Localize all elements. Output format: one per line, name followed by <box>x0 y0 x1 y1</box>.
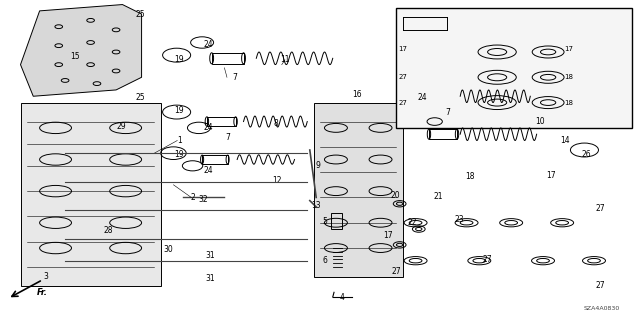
Bar <box>314 103 403 277</box>
Text: 32: 32 <box>198 195 207 204</box>
Text: 23: 23 <box>454 215 464 224</box>
Text: 24: 24 <box>204 123 213 132</box>
Text: 8: 8 <box>273 119 278 128</box>
Text: 7: 7 <box>445 108 450 116</box>
Text: 24: 24 <box>204 166 213 175</box>
Text: 13: 13 <box>311 201 321 210</box>
Text: 27: 27 <box>399 100 407 106</box>
Text: 21: 21 <box>433 192 443 201</box>
Text: SZA4A0830: SZA4A0830 <box>583 306 620 311</box>
Text: 18: 18 <box>564 74 573 80</box>
Text: 19: 19 <box>173 106 183 115</box>
Text: 4: 4 <box>340 293 345 301</box>
Text: 15: 15 <box>70 52 79 61</box>
Text: 12: 12 <box>272 175 282 185</box>
Bar <box>207 117 236 126</box>
Text: 2: 2 <box>190 193 195 202</box>
Text: 27: 27 <box>392 267 401 276</box>
Text: 1: 1 <box>177 136 182 145</box>
Bar <box>396 8 632 128</box>
Text: 5: 5 <box>323 217 328 226</box>
Bar <box>332 213 342 229</box>
Text: 19: 19 <box>173 150 183 159</box>
Text: 17: 17 <box>564 46 573 52</box>
Bar <box>430 91 459 101</box>
Polygon shape <box>20 4 141 96</box>
Text: 17: 17 <box>383 231 393 240</box>
Text: 20: 20 <box>390 191 400 200</box>
Text: 27: 27 <box>596 204 605 213</box>
Text: 24: 24 <box>204 40 213 48</box>
Bar <box>531 113 562 124</box>
Bar <box>20 103 161 286</box>
Text: 31: 31 <box>205 274 215 283</box>
Text: 25: 25 <box>136 93 145 102</box>
Text: 26: 26 <box>582 150 591 159</box>
Bar <box>202 155 228 164</box>
Text: 27: 27 <box>399 74 407 80</box>
Text: 27: 27 <box>482 255 492 263</box>
Text: 27: 27 <box>596 281 605 291</box>
Text: 17: 17 <box>546 171 556 180</box>
Text: 24: 24 <box>417 93 427 102</box>
Text: 3: 3 <box>44 272 49 281</box>
Text: 29: 29 <box>116 122 126 131</box>
Bar <box>429 129 457 139</box>
Text: 31: 31 <box>205 251 215 260</box>
Bar <box>212 53 244 64</box>
Text: 18: 18 <box>465 172 474 182</box>
Text: 18: 18 <box>564 100 573 106</box>
Text: 19: 19 <box>173 56 183 64</box>
Text: 30: 30 <box>163 245 173 254</box>
Text: 7: 7 <box>232 73 237 82</box>
Text: 22: 22 <box>408 218 417 227</box>
Text: 7: 7 <box>225 133 230 142</box>
Text: 25: 25 <box>136 10 145 19</box>
Text: 17: 17 <box>398 46 407 52</box>
Text: 16: 16 <box>352 90 362 99</box>
Text: 10: 10 <box>535 117 545 126</box>
Text: 28: 28 <box>104 226 113 235</box>
Text: Fr.: Fr. <box>36 288 47 297</box>
Text: 14: 14 <box>561 136 570 145</box>
Text: 9: 9 <box>315 161 320 170</box>
Text: 11: 11 <box>280 56 290 64</box>
Text: 6: 6 <box>322 256 327 265</box>
